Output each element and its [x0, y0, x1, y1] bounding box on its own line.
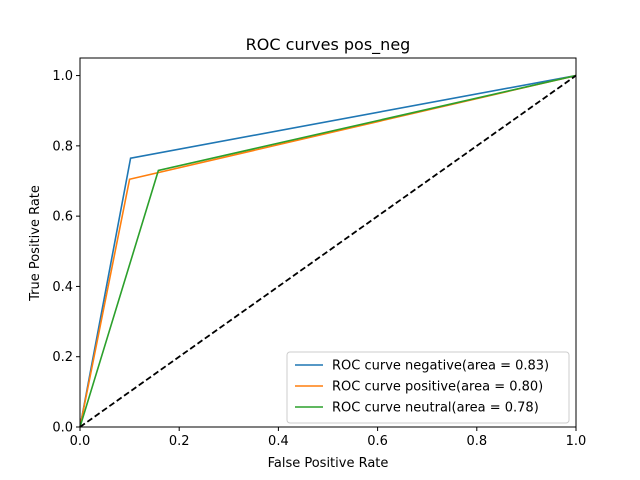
x-axis-label: False Positive Rate — [268, 456, 389, 471]
x-tick-label: 0.4 — [268, 434, 289, 449]
legend-entry-1: ROC curve positive(area = 0.80) — [332, 380, 543, 395]
y-tick-label: 0.0 — [52, 421, 73, 436]
y-tick-label: 1.0 — [52, 69, 73, 84]
chart-title: ROC curves pos_neg — [246, 35, 411, 55]
y-axis-label: True Positive Rate — [28, 185, 43, 302]
legend-entry-0: ROC curve negative(area = 0.83) — [332, 359, 549, 374]
series-line-2 — [79, 74, 577, 428]
y-tick-label: 0.8 — [52, 139, 73, 154]
x-tick-label: 1.0 — [566, 434, 587, 449]
plot-area: 0.0 0.2 0.4 0.6 0.8 1.0 0.0 0.2 0.4 0.6 0.8 1.0 — [52, 57, 587, 449]
legend-box — [286, 351, 570, 424]
x-tick-label: 0.6 — [367, 434, 388, 449]
series-line-0 — [79, 74, 577, 428]
axes-frame — [79, 57, 577, 428]
x-tick-label: 0.2 — [169, 434, 190, 449]
x-tick-label: 0.0 — [70, 434, 91, 449]
y-tick-label: 0.2 — [52, 350, 73, 365]
y-tick-label: 0.6 — [52, 210, 73, 225]
legend-entry-2: ROC curve neutral(area = 0.78) — [332, 401, 539, 416]
x-tick-label: 0.8 — [466, 434, 487, 449]
y-tick-label: 0.4 — [52, 280, 73, 295]
diagonal-reference-line — [79, 74, 577, 428]
legend: ROC curve negative(area = 0.83) ROC curve… — [286, 351, 570, 424]
